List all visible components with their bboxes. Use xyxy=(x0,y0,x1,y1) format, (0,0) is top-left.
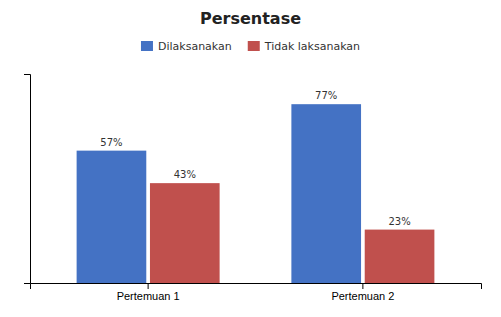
bars xyxy=(77,104,435,283)
x-tick-label: Pertemuan 2 xyxy=(331,290,394,302)
x-tick-mark xyxy=(148,283,149,289)
data-label: 43% xyxy=(174,169,196,180)
legend-label: Tidak laksanakan xyxy=(264,40,360,53)
legend-item: Tidak laksanakan xyxy=(248,40,360,53)
title: Persentase xyxy=(200,9,301,28)
bar xyxy=(291,104,361,283)
x-tick: Pertemuan 1 xyxy=(117,283,180,302)
chart: Persentase Dilaksanakan Tidak laksanakan Pe… xyxy=(0,0,501,317)
legend-swatch xyxy=(248,41,260,51)
x-tick: Pertemuan 2 xyxy=(331,283,394,302)
y-axis xyxy=(24,75,31,284)
data-label: 57% xyxy=(100,137,122,148)
data-label: 77% xyxy=(315,90,337,101)
data-label: 23% xyxy=(388,216,410,227)
x-axis: Pertemuan 1 Pertemuan 2 xyxy=(31,283,482,302)
x-tick-label: Pertemuan 1 xyxy=(117,290,180,302)
x-tick-mark xyxy=(362,283,363,289)
legend-item: Dilaksanakan xyxy=(141,40,232,53)
x-axis-line xyxy=(31,284,482,290)
y-axis-line xyxy=(24,75,31,284)
bar xyxy=(365,230,435,283)
legend-swatch xyxy=(141,41,153,51)
data-labels: 57% 77% 43% 23% xyxy=(100,90,410,226)
legend-label: Dilaksanakan xyxy=(158,40,232,53)
bar xyxy=(77,151,147,283)
bar xyxy=(150,183,220,283)
legend: Dilaksanakan Tidak laksanakan xyxy=(141,40,360,53)
plot-area: Pertemuan 1 Pertemuan 2 57% 77% 43% 23% xyxy=(24,75,482,302)
